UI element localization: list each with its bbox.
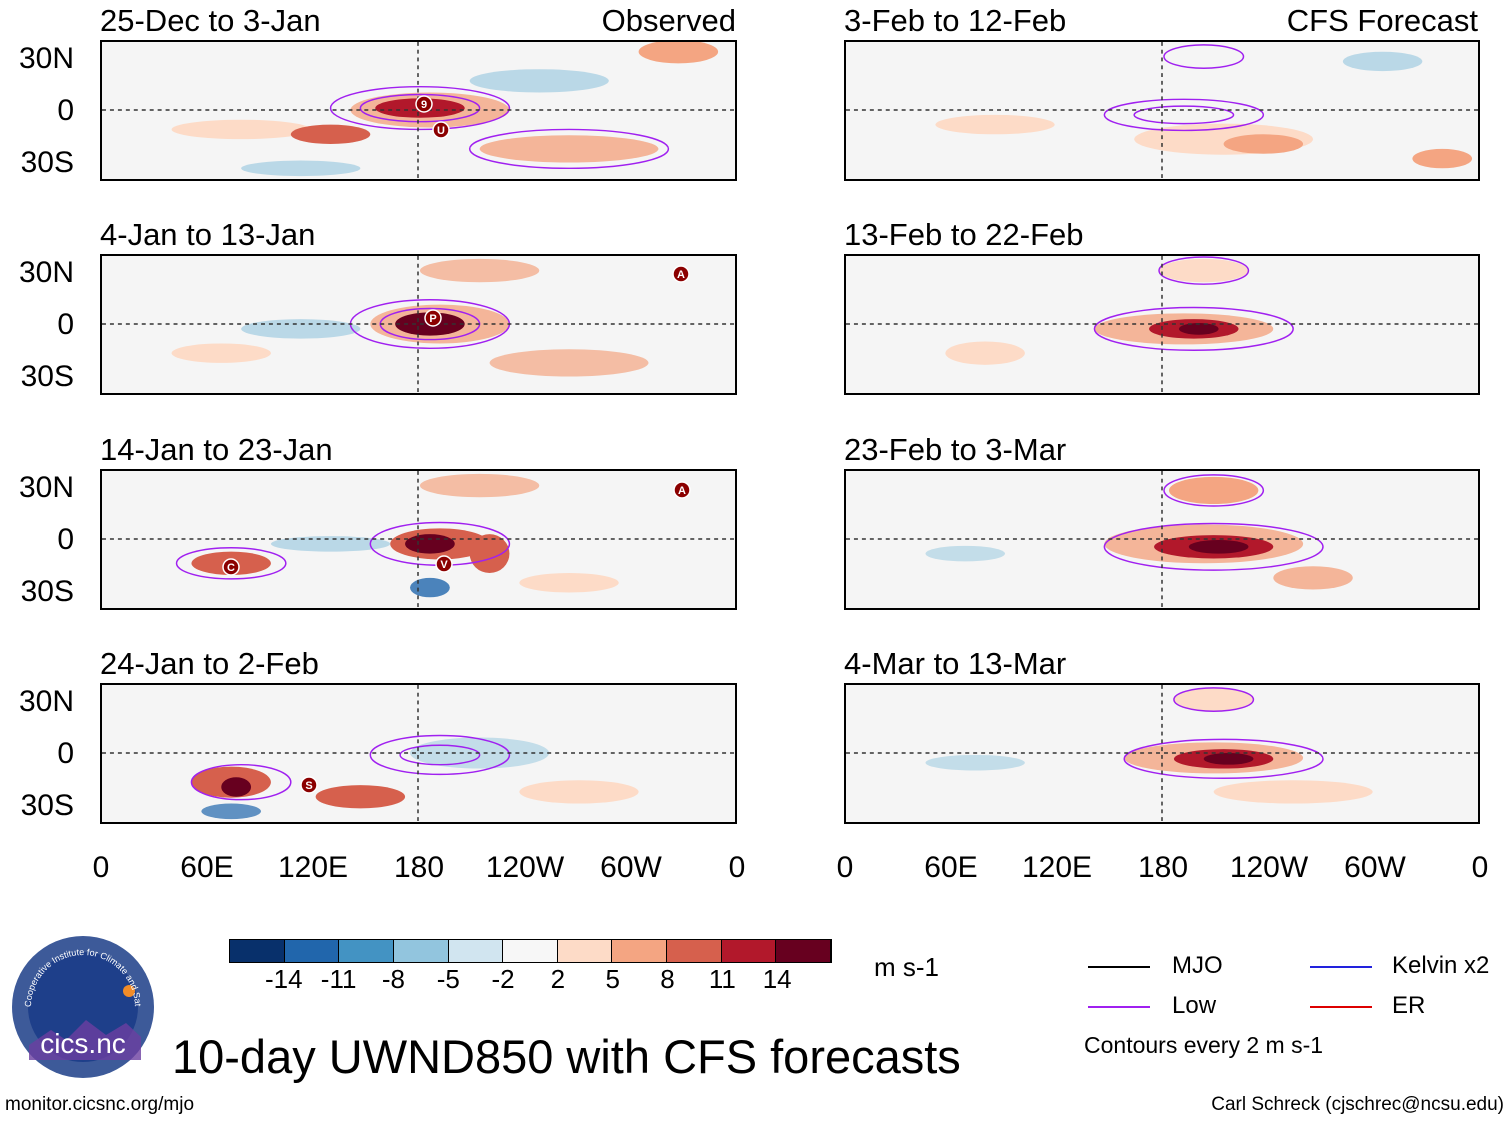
map-panel — [100, 683, 737, 824]
map-panel — [100, 40, 737, 181]
colorbar-tick-label: 8 — [660, 964, 675, 994]
colorbar-swatch — [667, 940, 722, 962]
lat-tick: 30N — [18, 685, 74, 718]
colorbar-tick-label: -2 — [491, 964, 515, 994]
panel-title: 4-Mar to 13-Mar — [844, 646, 1067, 681]
lat-tick: 0 — [57, 523, 74, 556]
colorbar-swatch — [393, 940, 449, 962]
lon-tick: 60E — [180, 851, 234, 884]
panel-title: 14-Jan to 23-Jan — [100, 432, 333, 467]
colorbar-tick-label: 11 — [708, 964, 736, 994]
panel-title: 13-Feb to 22-Feb — [844, 217, 1084, 252]
legend-label-kelvin: Kelvin x2 — [1392, 952, 1490, 979]
panel-title: 3-Feb to 12-Feb — [844, 3, 1067, 38]
map-panel — [844, 254, 1480, 395]
lat-tick: 30S — [20, 789, 74, 822]
map-panel — [844, 40, 1480, 181]
legend-line-kelvin — [1310, 966, 1372, 968]
colorbar-swatch — [557, 940, 613, 962]
map-panel — [100, 469, 737, 610]
panel-title: 23-Feb to 3-Mar — [844, 432, 1067, 467]
lon-tick: 120E — [1021, 851, 1093, 884]
forecast-label: CFS Forecast — [1286, 3, 1478, 38]
colorbar-tick-label: -5 — [436, 964, 460, 994]
lon-tick: 120W — [485, 851, 565, 884]
logo-text: cics.nc — [40, 1028, 126, 1059]
lon-tick: 180 — [393, 851, 445, 884]
colorbar-swatch — [503, 940, 558, 962]
colorbar-tick-label: 5 — [605, 964, 620, 994]
lat-tick: 0 — [57, 737, 74, 770]
lon-tick: 180 — [1137, 851, 1189, 884]
contour-note: Contours every 2 m s-1 — [1084, 1032, 1324, 1058]
legend-line-er — [1310, 1006, 1372, 1008]
colorbar-swatch — [284, 940, 340, 962]
map-panel — [844, 469, 1480, 610]
colorbar-swatch — [339, 940, 394, 962]
colorbar-tick-label: 2 — [550, 964, 566, 994]
colorbar — [229, 939, 832, 963]
map-panel — [100, 254, 737, 395]
footer-author: Carl Schreck (cjschrec@ncsu.edu) — [1211, 1094, 1504, 1115]
legend-label-low: Low — [1172, 992, 1217, 1019]
lat-tick: 30S — [20, 575, 74, 608]
panel-title: 24-Jan to 2-Feb — [100, 646, 319, 681]
lat-tick: 0 — [57, 308, 74, 341]
lat-tick: 30N — [18, 256, 74, 289]
footer-url[interactable]: monitor.cicsnc.org/mjo — [5, 1094, 195, 1115]
colorbar-swatch — [230, 940, 285, 962]
lon-tick: 0 — [92, 851, 110, 884]
colorbar-swatch — [448, 940, 504, 962]
lon-tick: 60W — [600, 851, 662, 884]
colorbar-labels: -14 -11 -8 -5 -2 2 5 8 11 14 — [0, 966, 900, 996]
lon-tick: 0 — [836, 851, 854, 884]
colorbar-tick-label: -8 — [381, 964, 406, 994]
colorbar-swatch — [612, 940, 668, 962]
lon-tick: 60W — [1344, 851, 1406, 884]
colorbar-tick-label: -11 — [320, 964, 357, 994]
legend-line-mjo — [1088, 966, 1150, 968]
colorbar-units: m s-1 — [874, 952, 939, 982]
panel-title: 4-Jan to 13-Jan — [100, 217, 316, 252]
figure-title: 10-day UWND850 with CFS forecasts — [172, 1030, 961, 1083]
map-panel — [844, 683, 1480, 824]
legend-label-er: ER — [1392, 992, 1426, 1019]
legend-line-low — [1088, 1006, 1150, 1008]
lon-tick: 120E — [277, 851, 349, 884]
legend-label-mjo: MJO — [1172, 952, 1223, 979]
colorbar-tick-label: 14 — [762, 964, 792, 994]
lon-tick: 0 — [1471, 851, 1489, 884]
cics-logo: Cooperative Institute for Climate and Sa… — [8, 927, 156, 1080]
lon-tick: 60E — [924, 851, 978, 884]
lat-tick: 0 — [57, 94, 74, 127]
colorbar-swatch — [721, 940, 777, 962]
observed-label: Observed — [601, 3, 736, 38]
panel-title: 25-Dec to 3-Jan — [100, 3, 321, 38]
lat-tick: 30N — [18, 42, 74, 75]
colorbar-swatch — [776, 940, 832, 962]
colorbar-tick-label: -14 — [265, 964, 303, 994]
lon-tick: 120W — [1229, 851, 1309, 884]
lat-tick: 30S — [20, 146, 74, 179]
lat-tick: 30S — [20, 360, 74, 393]
lat-tick: 30N — [18, 471, 74, 504]
lon-tick: 0 — [728, 851, 746, 884]
